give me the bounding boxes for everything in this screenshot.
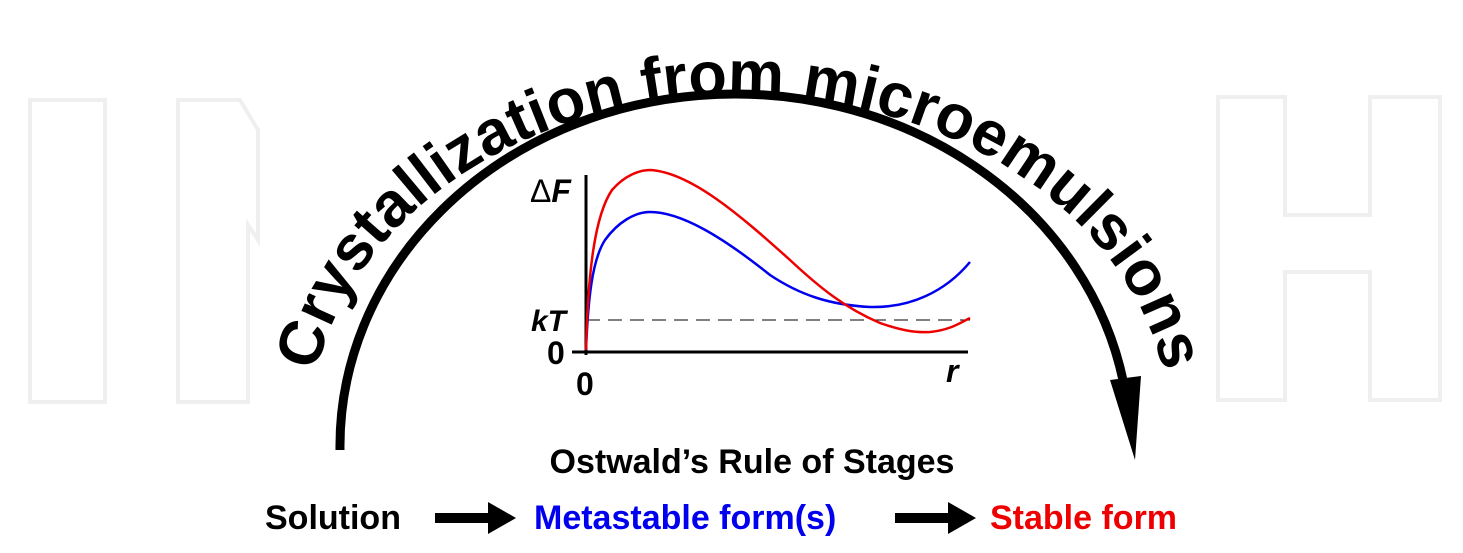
free-energy-graph: ΔF kT 0 0 r [530,168,971,402]
x-axis-label: r [946,353,960,389]
watermark [28,95,1442,404]
solution-label: Solution [265,499,401,537]
metastable-curve [584,210,971,351]
diagram-title: Crystallization from microemulsions [262,38,1218,376]
y-axis-label: ΔF [530,173,572,209]
arrowhead-icon [1110,376,1141,460]
arrow-right-icon [435,502,516,534]
kt-label: kT [531,305,569,338]
x-zero-label: 0 [576,366,594,402]
y-zero-label: 0 [547,335,565,371]
stable-label: Stable form [990,499,1177,537]
arrow-right-icon [895,502,976,534]
stable-curve [584,168,971,351]
process-arc [335,89,1129,451]
rule-title: Ostwald’s Rule of Stages [550,443,955,481]
delta-symbol: Δ [530,173,551,209]
f-symbol: F [551,173,572,209]
metastable-label: Metastable form(s) [534,499,836,537]
